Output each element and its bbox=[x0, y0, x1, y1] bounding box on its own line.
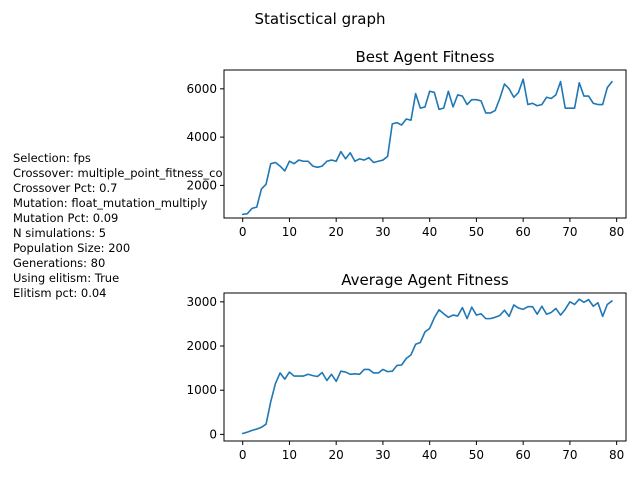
axes-frame bbox=[223, 292, 627, 442]
x-tick-label: 40 bbox=[422, 225, 437, 239]
param-line: N simulations: 5 bbox=[13, 226, 106, 240]
chart-title: Best Agent Fitness bbox=[355, 48, 494, 66]
chart-title: Average Agent Fitness bbox=[341, 271, 509, 289]
x-tick-label: 10 bbox=[282, 225, 297, 239]
y-tick-label: 2000 bbox=[186, 339, 217, 353]
param-line: Using elitism: True bbox=[13, 271, 119, 285]
y-tick-label: 2000 bbox=[186, 178, 217, 192]
param-line: Mutation Pct: 0.09 bbox=[13, 211, 118, 225]
x-tick-label: 40 bbox=[422, 448, 437, 462]
x-tick-label: 70 bbox=[562, 448, 577, 462]
param-line: Mutation: float_mutation_multiply bbox=[13, 196, 208, 210]
x-tick-label: 30 bbox=[375, 225, 390, 239]
x-tick-label: 60 bbox=[516, 448, 531, 462]
y-tick-label: 1000 bbox=[186, 383, 217, 397]
x-tick-label: 30 bbox=[375, 448, 390, 462]
y-tick-label: 3000 bbox=[186, 295, 217, 309]
x-tick-label: 0 bbox=[239, 225, 247, 239]
y-tick-label: 0 bbox=[209, 427, 217, 441]
x-tick-label: 80 bbox=[609, 225, 624, 239]
param-line: Population Size: 200 bbox=[13, 241, 130, 255]
param-line: Selection: fps bbox=[13, 151, 91, 165]
x-tick-label: 20 bbox=[329, 448, 344, 462]
best-fitness-chart: Best Agent Fitness 0 10 20 30 40 50 60 70 80 2000 4… bbox=[186, 48, 627, 239]
x-tick-label: 10 bbox=[282, 448, 297, 462]
x-tick-label: 50 bbox=[469, 448, 484, 462]
figure-suptitle: Statisctical graph bbox=[254, 10, 385, 28]
param-line: Elitism pct: 0.04 bbox=[13, 286, 106, 300]
x-tick-label: 50 bbox=[469, 225, 484, 239]
series-line bbox=[241, 78, 613, 216]
axes-frame bbox=[223, 69, 627, 219]
average-fitness-chart: Average Agent Fitness 0 10 20 30 40 50 60 70 80 0 1… bbox=[186, 271, 627, 462]
param-line: Crossover: multiple_point_fitness_co bbox=[13, 166, 223, 180]
param-line: Crossover Pct: 0.7 bbox=[13, 181, 117, 195]
x-tick-label: 20 bbox=[329, 225, 344, 239]
x-tick-label: 80 bbox=[609, 448, 624, 462]
x-tick-label: 70 bbox=[562, 225, 577, 239]
x-tick-label: 0 bbox=[239, 448, 247, 462]
x-tick-label: 60 bbox=[516, 225, 531, 239]
param-line: Generations: 80 bbox=[13, 256, 105, 270]
y-tick-label: 4000 bbox=[186, 130, 217, 144]
y-tick-label: 6000 bbox=[186, 82, 217, 96]
series-line bbox=[241, 298, 613, 435]
